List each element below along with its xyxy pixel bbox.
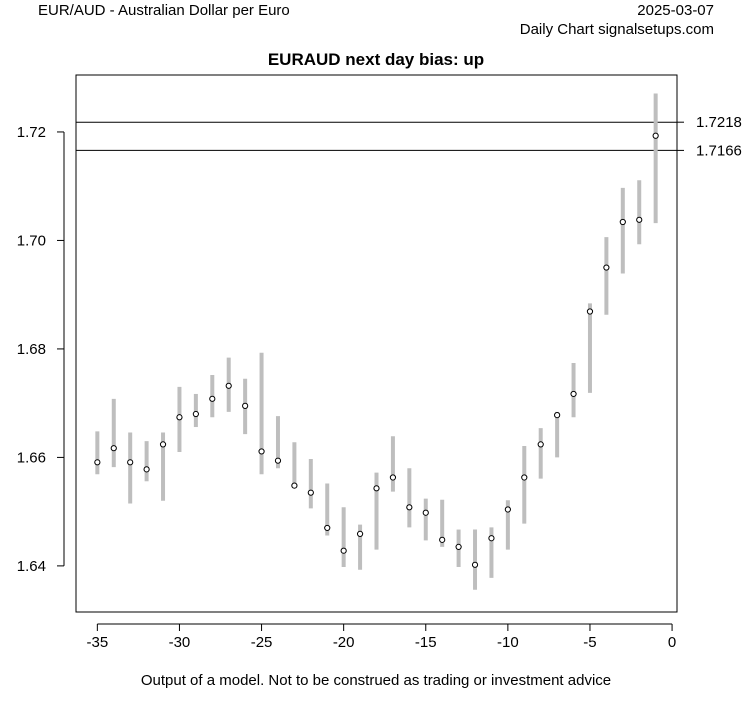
- y-tick-label: 1.70: [17, 232, 46, 249]
- data-point: [554, 412, 561, 419]
- data-point: [324, 524, 331, 532]
- data-point: [636, 216, 643, 223]
- data-point: [192, 410, 199, 418]
- data-point: [406, 504, 413, 511]
- data-point: [340, 547, 347, 554]
- x-tick-label: -25: [251, 634, 273, 651]
- y-tick-label: 1.68: [17, 341, 46, 358]
- x-tick-label: -20: [333, 634, 355, 651]
- chart-date: 2025-03-07: [637, 2, 714, 19]
- data-point: [439, 536, 446, 543]
- data-point: [504, 506, 511, 513]
- data-point: [110, 445, 117, 452]
- data-point: [488, 535, 495, 542]
- x-tick-label: -15: [415, 634, 437, 651]
- data-point: [422, 509, 429, 516]
- data-point: [127, 459, 134, 466]
- data-point: [242, 402, 249, 409]
- data-point: [143, 466, 150, 473]
- data-point: [652, 132, 659, 139]
- data-point: [537, 441, 544, 448]
- reference-lines: 1.7218 1.7166: [76, 114, 742, 159]
- data-point: [274, 457, 282, 464]
- x-tick-label: -10: [497, 634, 519, 651]
- data-point: [603, 264, 610, 271]
- range-bars: [95, 93, 658, 590]
- chart-title: EURAUD next day bias: up: [268, 50, 484, 69]
- reference-label: 1.7166: [696, 142, 742, 159]
- data-point: [159, 441, 167, 448]
- data-point: [356, 530, 364, 537]
- data-point: [209, 395, 216, 402]
- x-tick-label: 0: [668, 634, 676, 651]
- x-tick-label: -30: [169, 634, 191, 651]
- disclaimer-text: Output of a model. Not to be construed a…: [141, 672, 611, 689]
- data-point: [225, 382, 232, 389]
- y-tick-label: 1.64: [17, 558, 46, 575]
- x-tick-label: -35: [87, 634, 109, 651]
- data-point: [471, 561, 479, 568]
- data-point: [373, 485, 380, 492]
- data-point: [570, 390, 577, 398]
- plot-area-frame: [75, 74, 678, 613]
- data-point: [94, 459, 101, 466]
- data-point: [389, 474, 397, 481]
- x-axis: -35 -30 -25 -20 -15 -10 -5 0: [87, 623, 676, 651]
- data-point: [455, 543, 462, 551]
- data-point: [176, 414, 183, 421]
- data-point: [258, 448, 265, 455]
- reference-label: 1.7218: [696, 114, 742, 131]
- y-axis: 1.64 1.66 1.68 1.70 1.72: [17, 124, 65, 575]
- data-source: Daily Chart signalsetups.com: [519, 21, 714, 38]
- data-point: [307, 489, 314, 496]
- y-tick-label: 1.66: [17, 449, 46, 466]
- data-point: [521, 474, 528, 481]
- data-point: [586, 308, 594, 315]
- data-point: [619, 218, 626, 226]
- data-points: [94, 132, 659, 568]
- x-tick-label: -5: [583, 634, 596, 651]
- data-point: [291, 482, 298, 489]
- y-tick-label: 1.72: [17, 124, 46, 141]
- pair-title: EUR/AUD - Australian Dollar per Euro: [38, 2, 290, 19]
